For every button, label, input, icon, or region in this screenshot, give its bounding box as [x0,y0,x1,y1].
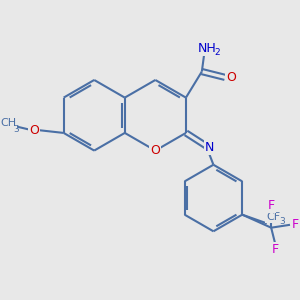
Text: 3: 3 [279,218,285,226]
Text: 2: 2 [214,48,220,57]
Text: F: F [268,200,275,212]
Text: F: F [272,243,279,256]
Text: N: N [205,141,214,154]
Text: CF: CF [266,212,280,222]
Text: NH: NH [198,42,216,55]
Text: O: O [150,144,160,157]
Text: O: O [29,124,39,136]
Text: O: O [226,71,236,84]
Text: F: F [292,218,299,231]
Text: 3: 3 [13,125,19,134]
Text: CH: CH [1,118,17,128]
